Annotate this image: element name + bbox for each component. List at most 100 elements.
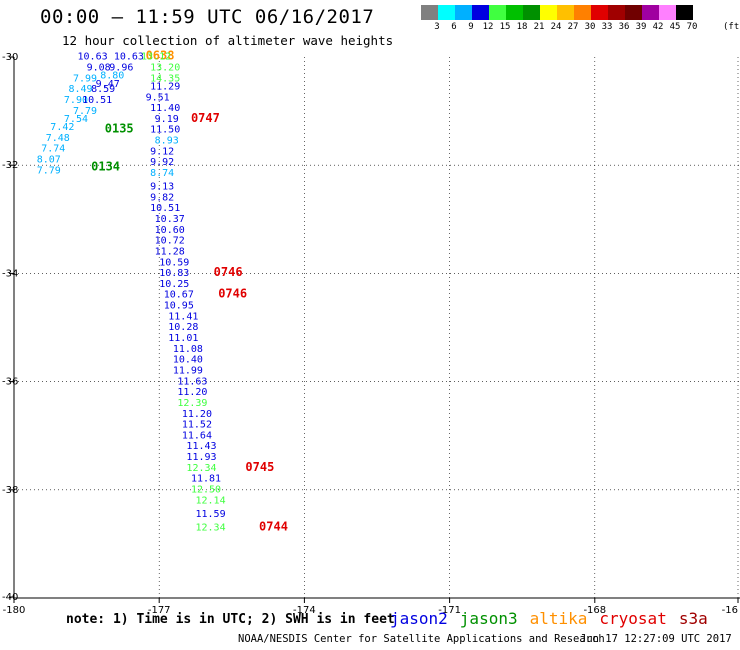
legend-swatch: [421, 5, 438, 20]
legend-swatch: [591, 5, 608, 20]
wave-height-label: 10.25: [159, 279, 189, 290]
legend-swatch: [659, 5, 676, 20]
pass-time-label: 0134: [91, 160, 120, 174]
wave-height-label: 9.13: [150, 182, 174, 193]
wave-height-label: 11.99: [173, 365, 203, 376]
legend-swatch: [574, 5, 591, 20]
credit-text: NOAA/NESDIS Center for Satellite Applica…: [238, 633, 605, 645]
lon-tick-label: -171: [438, 605, 461, 616]
wave-height-label: 10.63: [114, 52, 144, 63]
wave-height-label: 10.72: [155, 236, 185, 247]
wave-height-label: 9.82: [150, 192, 174, 203]
wave-height-label: 12.34: [196, 522, 226, 533]
wave-height-label: 13.20: [150, 63, 180, 74]
wave-height-label: 9.96: [109, 63, 133, 74]
legend-label: 33: [601, 22, 613, 32]
generated-timestamp: Jun 17 12:27:09 UTC 2017: [580, 633, 732, 645]
wave-height-label: 7.48: [46, 133, 70, 144]
wave-height-label: 8.80: [100, 71, 124, 82]
lon-tick-label: -177: [148, 605, 171, 616]
legend-swatches: [421, 5, 693, 20]
wave-height-label: 11.81: [191, 474, 221, 485]
wave-height-label: 9.51: [146, 92, 170, 103]
wave-height-label: 10.59: [159, 257, 189, 268]
wave-height-label: 10.83: [159, 268, 189, 279]
wave-height-label: 7.99: [73, 73, 97, 84]
lon-tick-label: -174: [293, 605, 316, 616]
wave-height-label: 8.49: [68, 84, 92, 95]
wave-height-label: 11.01: [168, 333, 198, 344]
legend-swatch: [472, 5, 489, 20]
wave-height-label: 11.08: [173, 344, 203, 355]
lat-tick-label: -38: [2, 485, 18, 496]
wave-height-label: 13.12: [141, 52, 171, 63]
wave-height-label: 14.35: [150, 73, 180, 84]
wave-height-label: 11.40: [150, 103, 180, 114]
pass-time-label: 0744: [259, 519, 288, 533]
legend-swatch: [625, 5, 642, 20]
legend-swatch: [557, 5, 574, 20]
pass-time-label: 0638: [146, 49, 175, 63]
map-subtitle: 12 hour collection of altimeter wave hei…: [62, 33, 394, 48]
wave-height-label: 7.42: [50, 122, 74, 133]
legend-label: 12: [482, 22, 494, 32]
legend-swatch: [540, 5, 557, 20]
wave-height-label: 10.40: [173, 355, 203, 366]
legend-swatch: [438, 5, 455, 20]
lat-tick-label: -34: [2, 268, 18, 279]
wave-height-label: 10.60: [155, 225, 185, 236]
satellite-legend-jason3: jason3: [459, 609, 518, 628]
wave-height-label: 10.95: [164, 301, 194, 312]
wave-height-label: 11.20: [177, 387, 207, 398]
wave-height-label: 11.28: [155, 246, 185, 257]
wave-height-label: 11.52: [182, 420, 212, 431]
legend-label: 9: [468, 22, 474, 32]
wave-height-label: 11.29: [150, 81, 180, 92]
lat-tick-label: -32: [2, 160, 18, 171]
wave-height-label: 10.67: [164, 290, 194, 301]
legend-swatch: [642, 5, 659, 20]
legend-swatch: [506, 5, 523, 20]
wave-height-label: 8.93: [155, 136, 179, 147]
legend-label: 27: [567, 22, 579, 32]
legend-label: 21: [533, 22, 545, 32]
lat-tick-label: -40: [2, 592, 18, 603]
legend-label: 24: [550, 22, 562, 32]
wave-height-label: 9.19: [155, 114, 179, 125]
wave-height-label: 7.54: [64, 114, 88, 125]
wave-height-label: 11.63: [177, 376, 207, 387]
legend-label: 70: [686, 22, 698, 32]
legend-label: 15: [499, 22, 511, 32]
wave-height-label: 11.64: [182, 430, 212, 441]
legend-swatch: [489, 5, 506, 20]
wave-height-label: 9.47: [96, 79, 120, 90]
satellite-legend: jason2 jason3 altika cryosat s3a: [390, 609, 708, 628]
legend-label: 45: [669, 22, 681, 32]
legend-label: 39: [635, 22, 647, 32]
legend-swatch: [455, 5, 472, 20]
wave-height-label: 9.08: [87, 63, 111, 74]
legend-label: 30: [584, 22, 596, 32]
legend-unit: (ft): [723, 22, 740, 32]
lat-tick-label: -30: [2, 52, 18, 63]
lon-tick-label: -168: [583, 605, 606, 616]
satellite-legend-s3a: s3a: [678, 609, 708, 628]
legend-label: 18: [516, 22, 528, 32]
satellite-legend-jason2: jason2: [390, 609, 448, 628]
wave-height-label: 8.59: [91, 84, 115, 95]
legend-label: 36: [618, 22, 630, 32]
map-title: 00:00 – 11:59 UTC 06/16/2017: [40, 6, 375, 28]
wave-height-label: 9.92: [150, 157, 174, 168]
legend-swatch: [608, 5, 625, 20]
legend-label: 3: [434, 22, 440, 32]
wave-height-label: 7.79: [73, 106, 97, 117]
wave-height-label: 12.34: [186, 463, 216, 474]
legend-label: 6: [451, 22, 457, 32]
wave-height-label: 12.14: [196, 495, 226, 506]
legend-swatch: [523, 5, 540, 20]
wave-height-label: 9.12: [150, 146, 174, 157]
wave-height-label: 12.50: [191, 485, 221, 496]
wave-height-label: 10.37: [155, 214, 185, 225]
